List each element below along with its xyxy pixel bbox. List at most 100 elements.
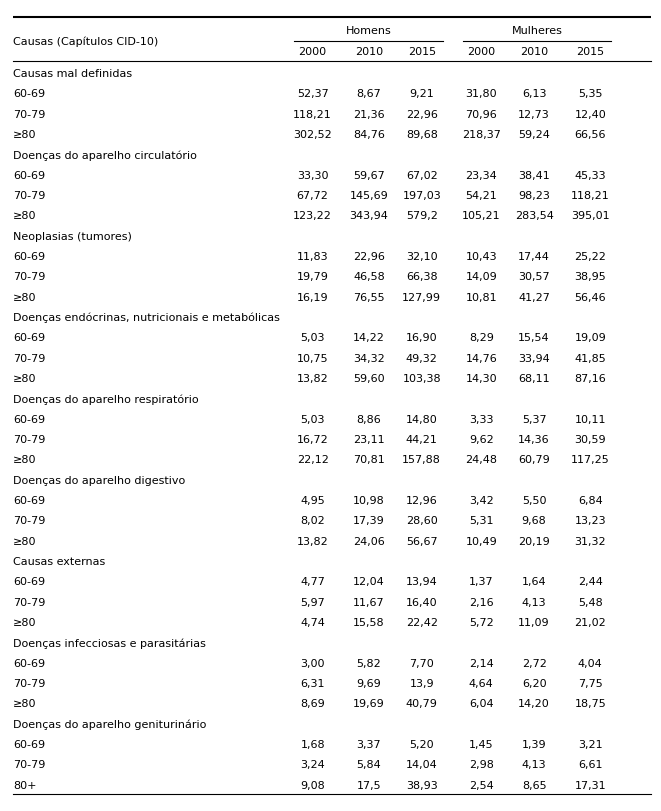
Text: 4,77: 4,77	[300, 577, 325, 587]
Text: 4,13: 4,13	[522, 760, 547, 770]
Text: 2000: 2000	[299, 47, 327, 57]
Text: 70-79: 70-79	[13, 598, 46, 607]
Text: Doenças endócrinas, nutricionais e metabólicas: Doenças endócrinas, nutricionais e metab…	[13, 313, 280, 324]
Text: 11,67: 11,67	[353, 598, 385, 607]
Text: 80+: 80+	[13, 781, 37, 791]
Text: 68,11: 68,11	[518, 374, 550, 384]
Text: 9,68: 9,68	[522, 517, 547, 526]
Text: 2,16: 2,16	[469, 598, 494, 607]
Text: 1,68: 1,68	[300, 740, 325, 750]
Text: 22,96: 22,96	[406, 109, 438, 120]
Text: 52,37: 52,37	[297, 89, 329, 100]
Text: 6,84: 6,84	[578, 496, 603, 506]
Text: 3,00: 3,00	[300, 659, 325, 668]
Text: 45,33: 45,33	[574, 171, 606, 181]
Text: 60-69: 60-69	[13, 333, 46, 343]
Text: 38,93: 38,93	[406, 781, 438, 791]
Text: 5,03: 5,03	[300, 414, 325, 425]
Text: Causas mal definidas: Causas mal definidas	[13, 69, 132, 79]
Text: 28,60: 28,60	[406, 517, 438, 526]
Text: 8,65: 8,65	[522, 781, 547, 791]
Text: 70-79: 70-79	[13, 354, 46, 363]
Text: 10,81: 10,81	[465, 293, 497, 303]
Text: 2015: 2015	[408, 47, 436, 57]
Text: 14,09: 14,09	[465, 272, 497, 282]
Text: 10,11: 10,11	[574, 414, 606, 425]
Text: 4,13: 4,13	[522, 598, 547, 607]
Text: 67,02: 67,02	[406, 171, 438, 181]
Text: 14,80: 14,80	[406, 414, 438, 425]
Text: 283,54: 283,54	[515, 212, 553, 221]
Text: 14,30: 14,30	[465, 374, 497, 384]
Text: 2,44: 2,44	[578, 577, 603, 587]
Text: 127,99: 127,99	[402, 293, 442, 303]
Text: Mulheres: Mulheres	[512, 27, 563, 36]
Text: 6,13: 6,13	[522, 89, 547, 100]
Text: 9,08: 9,08	[300, 781, 325, 791]
Text: 33,94: 33,94	[518, 354, 550, 363]
Text: 5,35: 5,35	[578, 89, 603, 100]
Text: 8,67: 8,67	[356, 89, 381, 100]
Text: 54,21: 54,21	[465, 191, 497, 201]
Text: 60,79: 60,79	[518, 455, 550, 466]
Text: 6,04: 6,04	[469, 699, 494, 710]
Text: 70-79: 70-79	[13, 760, 46, 770]
Text: 60-69: 60-69	[13, 659, 46, 668]
Text: ≥80: ≥80	[13, 618, 37, 628]
Text: 60-69: 60-69	[13, 577, 46, 587]
Text: Doenças do aparelho circulatório: Doenças do aparelho circulatório	[13, 150, 197, 161]
Text: 12,40: 12,40	[574, 109, 606, 120]
Text: Doenças do aparelho respiratório: Doenças do aparelho respiratório	[13, 394, 199, 405]
Text: 66,56: 66,56	[574, 130, 606, 140]
Text: 12,04: 12,04	[353, 577, 385, 587]
Text: 343,94: 343,94	[350, 212, 388, 221]
Text: 6,31: 6,31	[300, 679, 325, 689]
Text: ≥80: ≥80	[13, 537, 37, 547]
Text: Causas externas: Causas externas	[13, 557, 106, 567]
Text: 3,37: 3,37	[356, 740, 381, 750]
Text: 70-79: 70-79	[13, 109, 46, 120]
Text: 33,30: 33,30	[297, 171, 329, 181]
Text: 2,98: 2,98	[469, 760, 494, 770]
Text: 70-79: 70-79	[13, 435, 46, 445]
Text: 60-69: 60-69	[13, 252, 46, 262]
Text: 103,38: 103,38	[403, 374, 441, 384]
Text: 118,21: 118,21	[571, 191, 609, 201]
Text: 67,72: 67,72	[297, 191, 329, 201]
Text: 2000: 2000	[467, 47, 495, 57]
Text: ≥80: ≥80	[13, 699, 37, 710]
Text: 70-79: 70-79	[13, 272, 46, 282]
Text: 12,73: 12,73	[518, 109, 550, 120]
Text: 49,32: 49,32	[406, 354, 438, 363]
Text: 41,85: 41,85	[574, 354, 606, 363]
Text: 66,38: 66,38	[406, 272, 438, 282]
Text: 30,57: 30,57	[518, 272, 550, 282]
Text: 70,96: 70,96	[465, 109, 497, 120]
Text: 4,04: 4,04	[578, 659, 603, 668]
Text: 87,16: 87,16	[574, 374, 606, 384]
Text: 157,88: 157,88	[403, 455, 441, 466]
Text: 19,79: 19,79	[297, 272, 329, 282]
Text: Neoplasias (tumores): Neoplasias (tumores)	[13, 232, 132, 242]
Text: 34,32: 34,32	[353, 354, 385, 363]
Text: 22,96: 22,96	[353, 252, 385, 262]
Text: 4,64: 4,64	[469, 679, 494, 689]
Text: 14,76: 14,76	[465, 354, 497, 363]
Text: 24,06: 24,06	[353, 537, 385, 547]
Text: ≥80: ≥80	[13, 130, 37, 140]
Text: 5,82: 5,82	[356, 659, 381, 668]
Text: 2010: 2010	[520, 47, 548, 57]
Text: ≥80: ≥80	[13, 293, 37, 303]
Text: 17,44: 17,44	[518, 252, 550, 262]
Text: 2,54: 2,54	[469, 781, 494, 791]
Text: 13,82: 13,82	[297, 537, 329, 547]
Text: ≥80: ≥80	[13, 374, 37, 384]
Text: 70,81: 70,81	[353, 455, 385, 466]
Text: 21,36: 21,36	[353, 109, 385, 120]
Text: 5,03: 5,03	[300, 333, 325, 343]
Text: 25,22: 25,22	[574, 252, 606, 262]
Text: 70-79: 70-79	[13, 679, 46, 689]
Text: ≥80: ≥80	[13, 455, 37, 466]
Text: 6,61: 6,61	[578, 760, 603, 770]
Text: 7,70: 7,70	[409, 659, 434, 668]
